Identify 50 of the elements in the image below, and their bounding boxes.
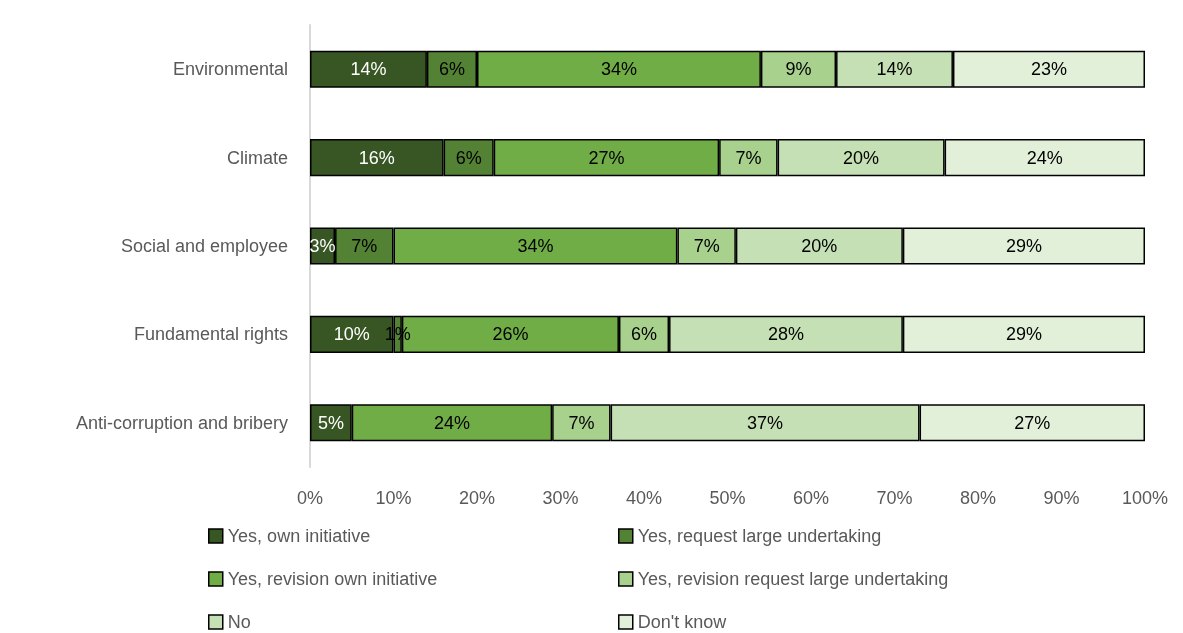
data-label: 28% bbox=[767, 324, 804, 345]
data-label: 14% bbox=[876, 59, 913, 80]
data-label: 3% bbox=[309, 236, 336, 256]
data-label: 5% bbox=[317, 412, 344, 433]
legend-label: Yes, revision request large undertaking bbox=[637, 569, 949, 589]
y-tick-label: Climate bbox=[226, 147, 288, 168]
data-label: 6% bbox=[455, 147, 482, 168]
legend-label: No bbox=[227, 612, 251, 632]
data-label: 7% bbox=[693, 236, 720, 256]
legend-label: Yes, revision own initiative bbox=[227, 569, 438, 589]
x-tick-label: 90% bbox=[1043, 488, 1080, 508]
legend-label: Yes, own initiative bbox=[227, 526, 371, 546]
data-label: 9% bbox=[785, 59, 812, 80]
x-tick-label: 100% bbox=[1121, 488, 1169, 508]
y-tick-label: Social and employee bbox=[120, 236, 288, 256]
data-label: 37% bbox=[747, 412, 784, 433]
data-label: 34% bbox=[600, 59, 637, 80]
data-label: 29% bbox=[1005, 236, 1042, 256]
x-tick-label: 60% bbox=[792, 488, 830, 508]
x-tick-label: 80% bbox=[959, 488, 997, 508]
legend-label: Don't know bbox=[637, 612, 728, 632]
x-tick-label: 70% bbox=[876, 488, 913, 508]
y-tick-label: Fundamental rights bbox=[133, 324, 288, 345]
x-tick-label: 40% bbox=[625, 488, 663, 508]
data-label: 27% bbox=[1014, 412, 1051, 433]
data-label: 14% bbox=[350, 59, 387, 80]
data-label: 7% bbox=[568, 412, 595, 433]
x-tick-label: 50% bbox=[709, 488, 746, 508]
data-label: 7% bbox=[351, 236, 378, 256]
data-label: 6% bbox=[438, 59, 465, 80]
y-tick-label: Anti-corruption and bribery bbox=[75, 412, 288, 433]
legend-label: Yes, request large undertaking bbox=[637, 526, 882, 546]
data-label: 20% bbox=[843, 147, 880, 168]
data-label: 10% bbox=[333, 324, 370, 345]
x-tick-label: 0% bbox=[296, 488, 324, 508]
data-label: 16% bbox=[358, 147, 395, 168]
data-label: 34% bbox=[517, 236, 554, 256]
data-label: 29% bbox=[1005, 324, 1042, 345]
data-label: 24% bbox=[433, 412, 470, 433]
data-label: 23% bbox=[1030, 59, 1067, 80]
y-tick-label: Environmental bbox=[172, 59, 288, 80]
data-label: 24% bbox=[1026, 147, 1063, 168]
x-tick-label: 30% bbox=[542, 488, 579, 508]
data-label: 26% bbox=[492, 324, 529, 345]
data-label: 6% bbox=[630, 324, 658, 345]
x-tick-label: 20% bbox=[458, 488, 496, 508]
data-label: 27% bbox=[588, 147, 625, 168]
data-label: 7% bbox=[735, 147, 762, 168]
x-tick-label: 10% bbox=[375, 488, 412, 508]
data-label: 20% bbox=[801, 236, 838, 256]
